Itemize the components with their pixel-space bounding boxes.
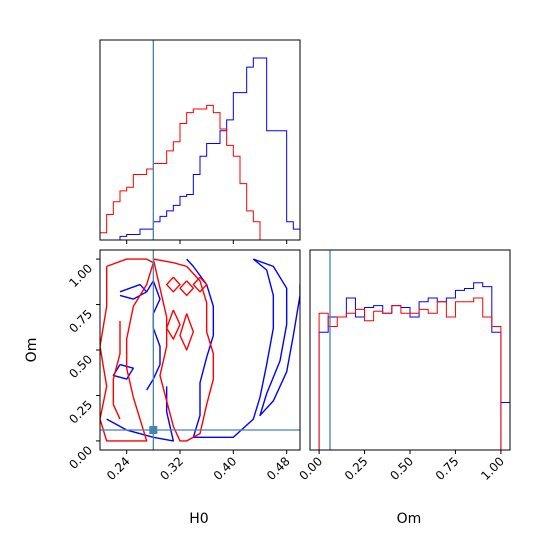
om-x-tick-label: 1.00 <box>478 454 507 483</box>
blue-contour-0 <box>186 258 275 438</box>
om-histogram-red <box>318 297 502 450</box>
red-contour-2 <box>165 276 181 293</box>
h0-histogram-blue <box>100 57 301 241</box>
top-panel-frame <box>99 39 301 241</box>
right-panel-frame <box>309 249 511 451</box>
h0-x-tick-label: 0.40 <box>211 454 240 483</box>
om-y-tick-label: 0.25 <box>66 398 95 427</box>
y-axis-label-om: Om <box>24 338 40 363</box>
x-axis-label-om: Om <box>397 511 422 527</box>
red-contour-4 <box>192 276 208 293</box>
om-y-tick-label: 0.75 <box>66 307 95 336</box>
blue-contour-1 <box>253 258 300 417</box>
x-axis-label-h0: H0 <box>189 511 208 527</box>
om-y-tick-label: 1.00 <box>66 261 95 290</box>
axis-labels: H0 Om Om <box>24 338 421 527</box>
red-contour-5 <box>165 309 181 340</box>
h0-om-contour-panel: 0.24 0.32 0.40 0.48 0.00 0.25 0.50 0.75 1.00 <box>66 249 301 483</box>
red-contour-3 <box>179 280 195 297</box>
h0-x-tick-label: 0.48 <box>264 454 293 483</box>
h0-x-tick-label: 0.32 <box>157 454 186 483</box>
om-histogram-blue <box>318 282 502 450</box>
om-x-tick-label: 0.50 <box>387 454 416 483</box>
red-contour-1 <box>152 258 215 442</box>
red-contour-0 <box>100 258 155 442</box>
contour-group <box>100 258 300 442</box>
h0-x-tick-label: 0.24 <box>104 454 133 483</box>
red-contour-6 <box>179 313 195 351</box>
blue-contour-5 <box>106 386 175 442</box>
om-x-tick-label: 0.25 <box>342 454 371 483</box>
om-y-tick-label: 0.00 <box>66 443 95 472</box>
om-x-tick-label: 0.75 <box>433 454 462 483</box>
h0-histogram-red <box>99 104 300 241</box>
om-marginal-panel: 0.00 0.25 0.50 0.75 1.00 <box>296 249 511 483</box>
blue-contour-3 <box>119 283 148 300</box>
om-y-tick-label: 0.50 <box>66 352 95 381</box>
h0-marginal-panel <box>99 39 301 244</box>
truth-point-marker <box>149 426 158 434</box>
om-x-tick-label: 0.00 <box>296 454 325 483</box>
red-contour-7 <box>112 320 121 420</box>
